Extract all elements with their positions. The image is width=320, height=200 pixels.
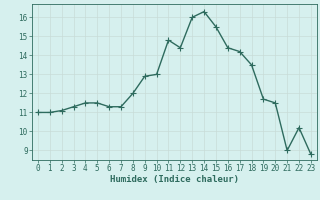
- X-axis label: Humidex (Indice chaleur): Humidex (Indice chaleur): [110, 175, 239, 184]
